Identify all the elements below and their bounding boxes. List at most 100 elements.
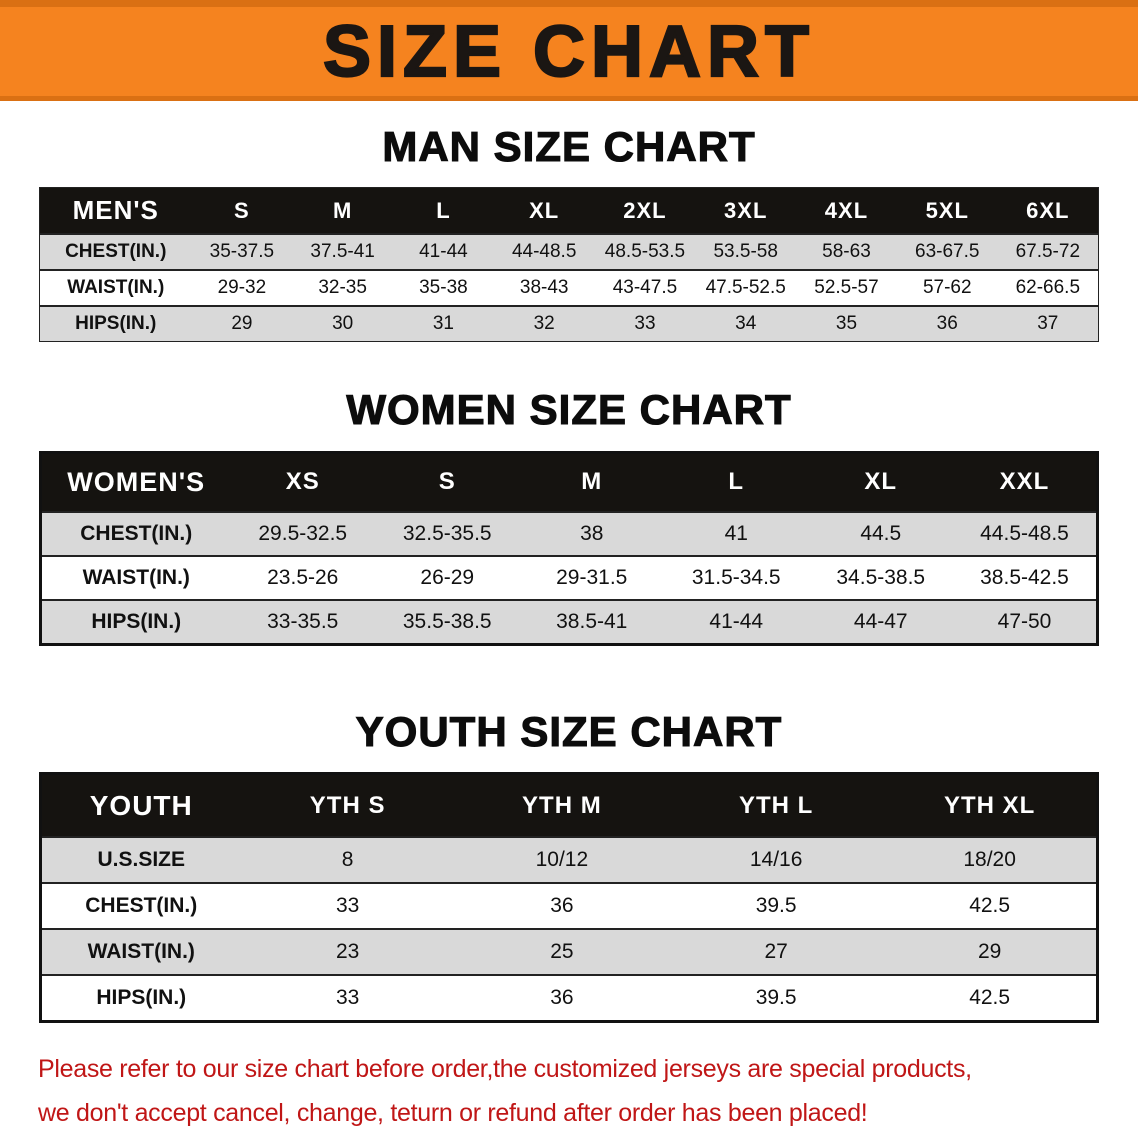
size-column-header: S	[191, 187, 293, 234]
value-cell: 29	[977, 940, 1002, 964]
value-cell: 29-31.5	[556, 566, 628, 590]
value-cell: 37.5-41	[310, 240, 375, 262]
footer-notice: Please refer to our size chart before or…	[0, 1047, 1138, 1135]
value-cell: 44.5-48.5	[980, 522, 1069, 546]
value-cell: 57-62	[922, 276, 972, 298]
value-cell: 25	[550, 940, 574, 964]
men-section-heading: MAN SIZE CHART	[382, 122, 756, 170]
size-column-header: L	[393, 187, 494, 234]
size-column-header: 5XL	[896, 187, 998, 234]
size-column-header: XL	[808, 452, 953, 513]
table-row: HIPS(IN.) 33-35.5 35.5-38.5 38.5-41 41-44 44-…	[40, 600, 1098, 645]
value-cell: 35-37.5	[209, 240, 275, 262]
size-column-header: L	[664, 452, 809, 513]
size-column-header: YTH S	[240, 773, 455, 838]
row-label-cell: U.S.SIZE	[97, 848, 186, 872]
youth-section-heading: YOUTH SIZE CHART	[355, 707, 783, 755]
value-cell: 18/20	[963, 848, 1016, 872]
value-cell: 33-35.5	[267, 609, 339, 633]
main-content: MAN SIZE CHART MEN'S S M L XL 2XL 3XL 4XL 5XL 6XL…	[0, 122, 1138, 1023]
section-youth: YOUTH SIZE CHART YOUTH YTH S YTH M YTH L YTH…	[0, 707, 1138, 1023]
value-cell: 29	[231, 313, 253, 335]
table-body: CHEST(IN.) 29.5-32.5 32.5-35.5 38 41 44.5 44.5…	[40, 512, 1098, 645]
size-column-header: S	[375, 452, 520, 513]
banner: SIZE CHART	[0, 0, 1138, 101]
table-row: CHEST(IN.) 33 36 39.5 42.5	[40, 883, 1098, 930]
value-cell: 8	[341, 848, 354, 872]
table-row: CHEST(IN.) 29.5-32.5 32.5-35.5 38 41 44.5 44.5…	[40, 512, 1098, 557]
value-cell: 32-35	[318, 276, 367, 298]
size-column-header: 4XL	[796, 187, 897, 234]
size-column-header: YTH XL	[883, 773, 1098, 838]
page-title: SIZE CHART	[322, 11, 815, 92]
value-cell: 39.5	[755, 986, 797, 1010]
section-men: MAN SIZE CHART MEN'S S M L XL 2XL 3XL 4XL 5XL 6XL…	[0, 122, 1138, 343]
table-head: MEN'S S M L XL 2XL 3XL 4XL 5XL 6XL	[39, 187, 1099, 234]
table-row: WAIST(IN.) 23 25 27 29	[40, 929, 1098, 976]
value-cell: 14/16	[749, 848, 803, 872]
value-cell: 29.5-32.5	[258, 522, 348, 546]
value-cell: 29-32	[217, 276, 267, 298]
value-cell: 47-50	[997, 609, 1052, 633]
size-column-header: XL	[493, 187, 595, 234]
row-label-cell: HIPS(IN.)	[91, 609, 182, 633]
value-cell: 62-66.5	[1015, 276, 1081, 298]
table-row: HIPS(IN.) 29 30 31 32 33 34 35 36 37	[39, 305, 1099, 342]
value-cell: 42.5	[969, 894, 1011, 918]
value-cell: 44-47	[853, 609, 908, 633]
section-women: WOMEN SIZE CHART WOMEN'S XS S M L XL XXL CHEST(…	[0, 386, 1138, 646]
table-row: U.S.SIZE 8 10/12 14/16 18/20	[40, 837, 1098, 884]
value-cell: 36	[550, 986, 574, 1010]
row-label-cell: CHEST(IN.)	[80, 522, 193, 546]
table-row: CHEST(IN.) 35-37.5 37.5-41 41-44 44-48.5 48.5…	[39, 233, 1099, 270]
size-column-header: XXL	[953, 452, 1098, 513]
value-cell: 33	[335, 986, 360, 1010]
value-cell: 38.5-42.5	[980, 566, 1069, 590]
table-row: WAIST(IN.) 23.5-26 26-29 29-31.5 31.5-34.5 34…	[40, 556, 1098, 601]
value-cell: 52.5-57	[814, 276, 879, 298]
value-cell: 53.5-58	[713, 240, 778, 262]
value-cell: 36	[936, 313, 958, 335]
value-cell: 41	[724, 522, 748, 546]
table-title-cell: WOMEN'S	[40, 452, 231, 513]
value-cell: 34.5-38.5	[836, 566, 926, 590]
value-cell: 31.5-34.5	[691, 566, 781, 590]
size-column-header: YTH M	[454, 773, 669, 838]
value-cell: 32	[533, 313, 555, 335]
table-row: WAIST(IN.) 29-32 32-35 35-38 38-43 43-47.5 47.…	[39, 269, 1099, 306]
table-head: WOMEN'S XS S M L XL XXL	[40, 452, 1098, 513]
value-cell: 35-38	[419, 276, 468, 298]
women-size-table: WOMEN'S XS S M L XL XXL CHEST(IN.) 29.5-32.5 32.5…	[39, 450, 1099, 646]
value-cell: 30	[332, 313, 354, 335]
value-cell: 39.5	[755, 894, 797, 918]
value-cell: 41-44	[419, 240, 468, 262]
row-label-cell: HIPS(IN.)	[96, 986, 187, 1010]
value-cell: 44.5	[860, 522, 902, 546]
table-title-cell: YOUTH	[40, 773, 241, 838]
table-title-cell: MEN'S	[39, 187, 192, 234]
youth-size-table: YOUTH YTH S YTH M YTH L YTH XL U.S.SIZE 8 10/12…	[39, 771, 1099, 1023]
notice-line-2: we don't accept cancel, change, teturn o…	[38, 1098, 868, 1127]
notice-line-1: Please refer to our size chart before or…	[38, 1054, 972, 1083]
table-head: YOUTH YTH S YTH M YTH L YTH XL	[40, 773, 1098, 838]
value-cell: 33	[634, 313, 656, 335]
value-cell: 36	[550, 894, 574, 918]
value-cell: 41-44	[709, 609, 764, 633]
value-cell: 47.5-52.5	[705, 276, 786, 298]
row-label-cell: WAIST(IN.)	[87, 940, 195, 964]
value-cell: 23.5-26	[267, 566, 339, 590]
value-cell: 44-48.5	[511, 240, 577, 262]
value-cell: 35.5-38.5	[402, 609, 492, 633]
value-cell: 38.5-41	[556, 609, 628, 633]
value-cell: 31	[432, 313, 454, 335]
value-cell: 35	[835, 313, 858, 335]
table-row: HIPS(IN.) 33 36 39.5 42.5	[40, 975, 1098, 1022]
value-cell: 34	[735, 313, 757, 335]
value-cell: 43-47.5	[612, 276, 678, 298]
table-header-row: WOMEN'S XS S M L XL XXL	[40, 452, 1098, 513]
size-column-header: XS	[230, 452, 375, 513]
size-column-header: M	[292, 187, 394, 234]
row-label-cell: CHEST(IN.)	[85, 894, 198, 918]
value-cell: 33	[335, 894, 360, 918]
